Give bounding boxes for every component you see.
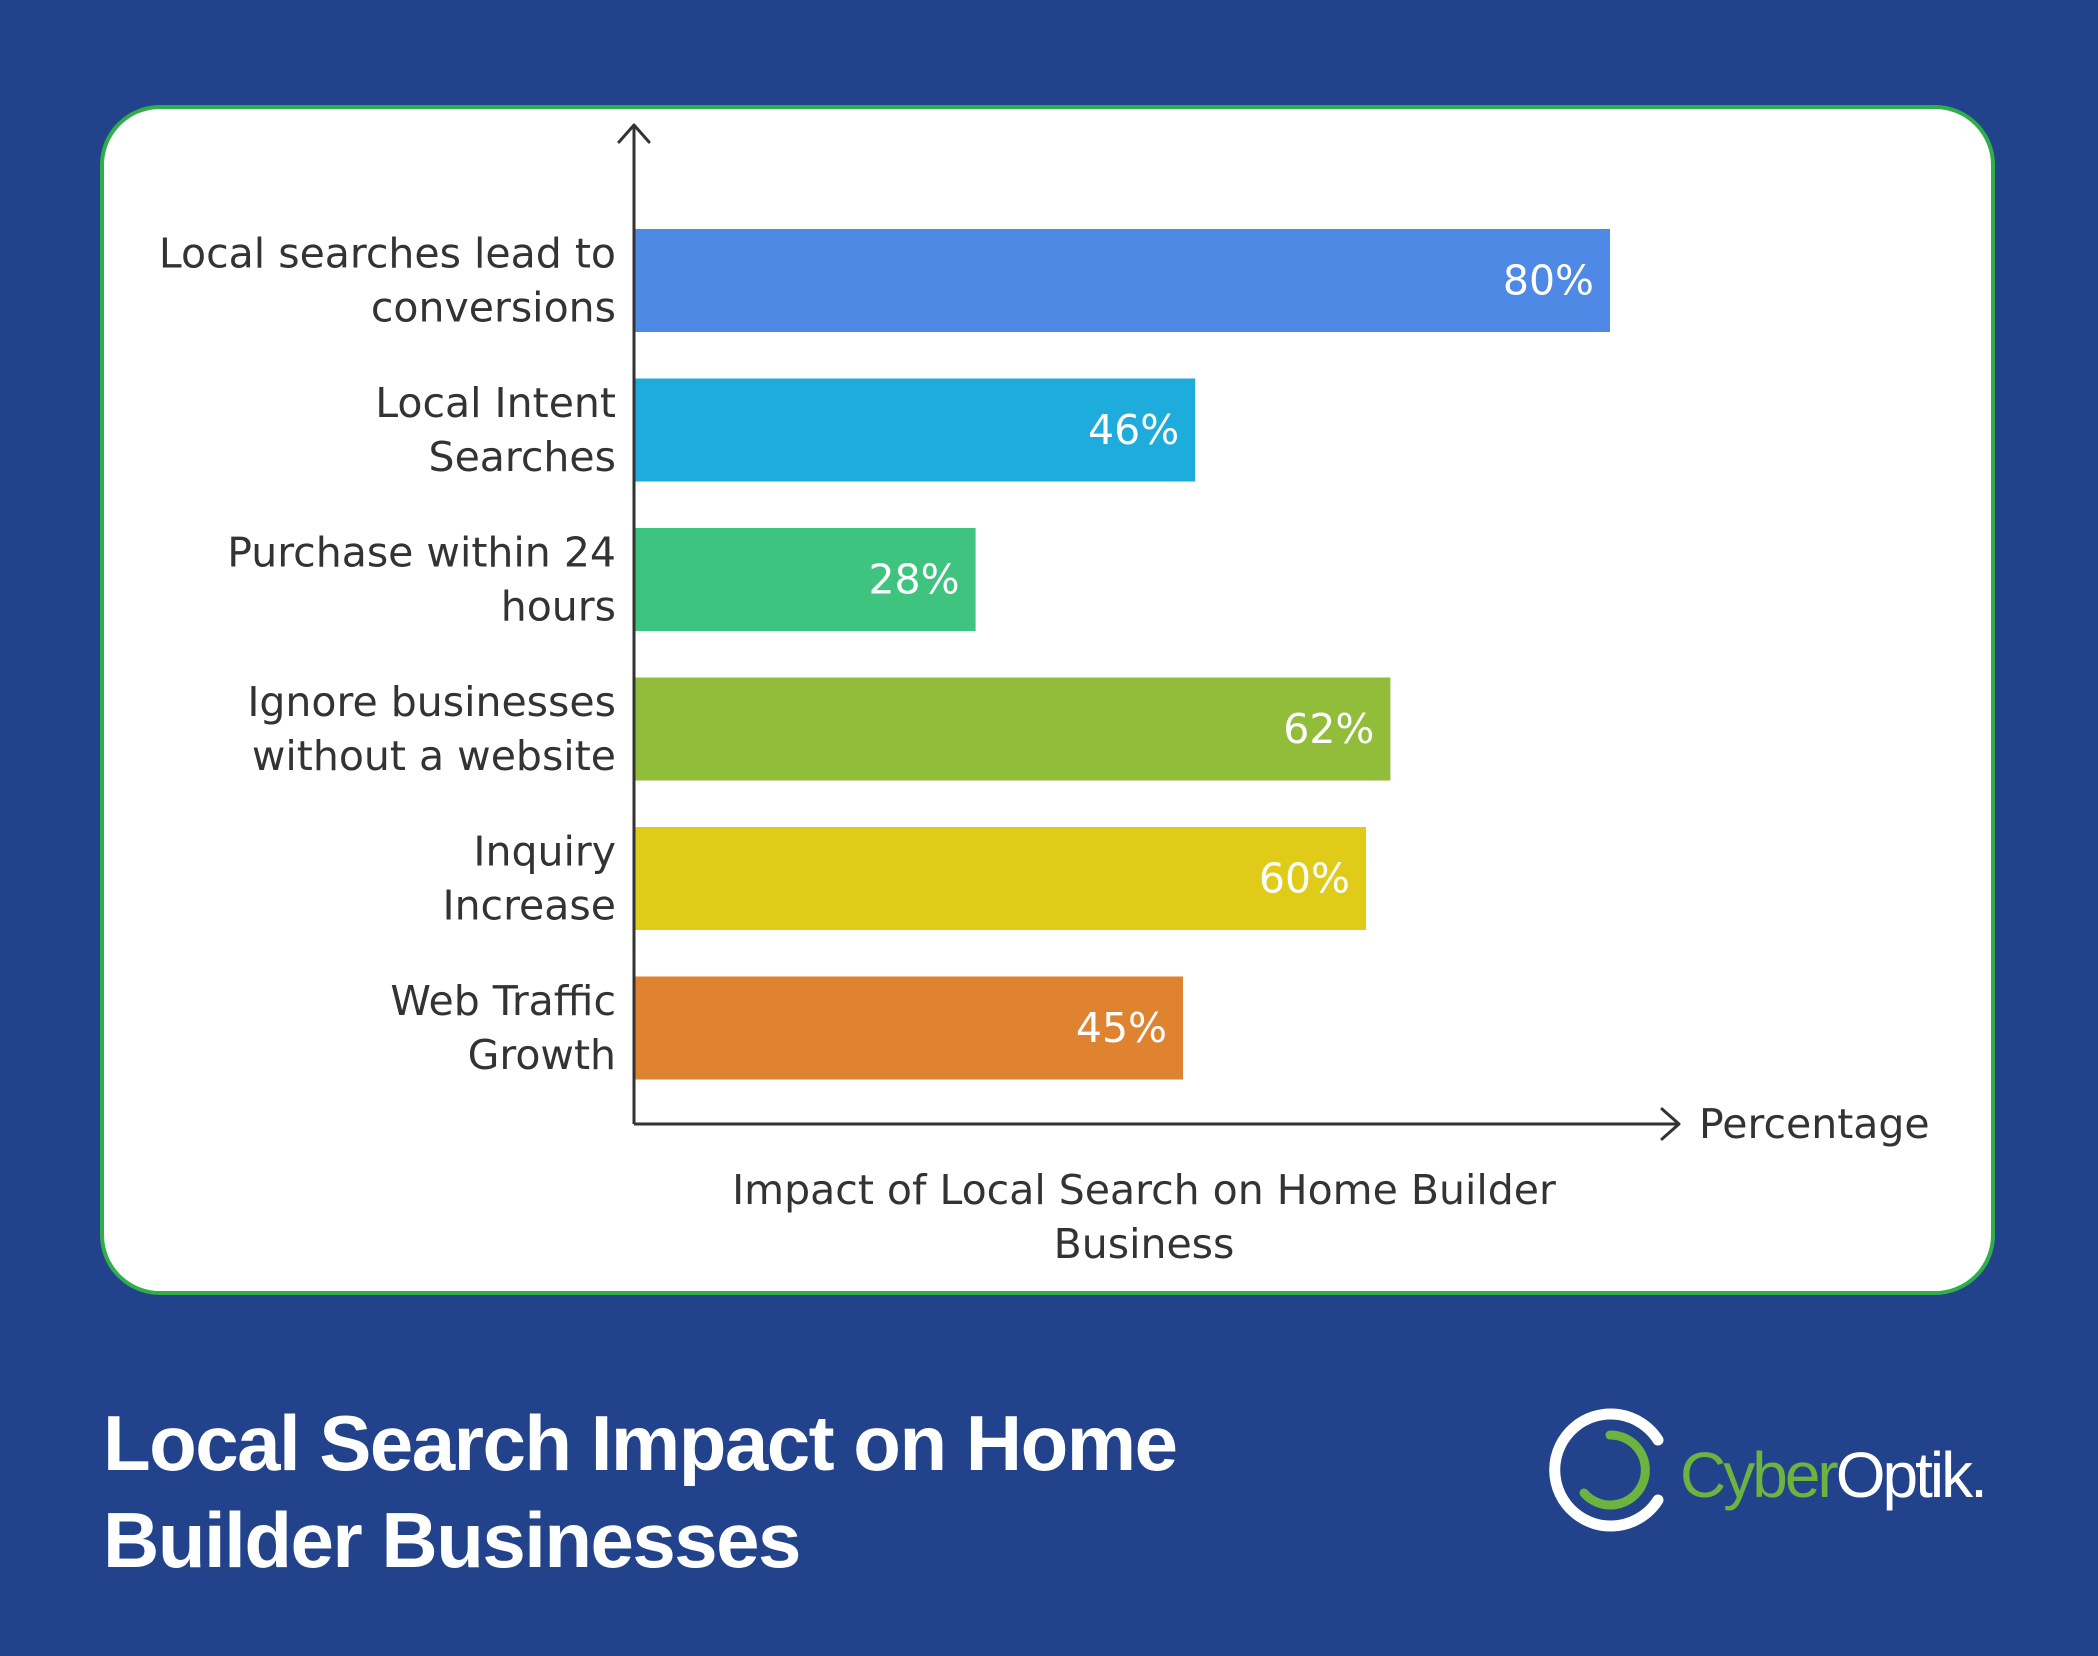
category-label-2-line-1: Local Intent	[375, 379, 616, 427]
bar-6	[634, 976, 1183, 1080]
brand-name-optik: Optik.	[1835, 1439, 1988, 1511]
category-label-2-line-2: Searches	[429, 433, 616, 481]
chart-title-line-1: Impact of Local Search on Home Builder	[732, 1166, 1556, 1214]
bar-chart: 80% Local searches lead to conversions 46% L…	[159, 123, 1930, 1268]
category-label-5-line-2: Increase	[442, 882, 616, 930]
page-title: Local Search Impact on Home Builder Busi…	[103, 1395, 1303, 1589]
brand-name: CyberOptik.	[1680, 1439, 1988, 1511]
category-label-3-line-2: hours	[501, 583, 616, 631]
ring-logo-icon	[1549, 1408, 1664, 1532]
x-axis-label: Percentage	[1699, 1100, 1930, 1148]
page-title-line-1: Local Search Impact on Home	[103, 1399, 1178, 1487]
category-label-4-line-1: Ignore businesses	[247, 678, 616, 726]
ring-logo-inner-arc	[1579, 1430, 1650, 1510]
x-axis-arrow-icon	[1660, 1107, 1681, 1141]
bar-value-label-2: 46%	[1088, 406, 1179, 454]
ring-logo-outer-arc	[1549, 1408, 1664, 1532]
bar-value-label-4: 62%	[1283, 705, 1374, 753]
category-label-5-line-1: Inquiry	[473, 828, 616, 876]
bar-value-label-5: 60%	[1259, 855, 1350, 903]
bar-3	[634, 528, 976, 631]
category-label-1-line-2: conversions	[371, 284, 616, 332]
bar-value-label-3: 28%	[868, 556, 959, 604]
category-label-4-line-2: without a website	[252, 732, 616, 780]
y-axis-arrow-icon	[617, 123, 651, 144]
chart-title-line-2: Business	[1054, 1220, 1235, 1268]
bar-2	[634, 378, 1196, 482]
page-title-line-2: Builder Businesses	[103, 1496, 801, 1584]
brand-name-cyber: Cyber	[1680, 1439, 1839, 1511]
category-label-3-line-1: Purchase within 24	[227, 529, 616, 577]
bar-1	[634, 229, 1610, 332]
category-label-1-line-1: Local searches lead to	[159, 230, 616, 278]
category-label-6-line-1: Web Traffic	[390, 977, 616, 1025]
bar-4	[634, 677, 1391, 781]
category-label-6-line-2: Growth	[468, 1031, 616, 1079]
bar-5	[634, 827, 1366, 930]
chart-card: 80% Local searches lead to conversions 46% L…	[100, 105, 1995, 1295]
bar-value-label-6: 45%	[1076, 1004, 1167, 1052]
bar-value-label-1: 80%	[1503, 257, 1594, 305]
brand-logo: CyberOptik.	[1540, 1400, 2010, 1540]
